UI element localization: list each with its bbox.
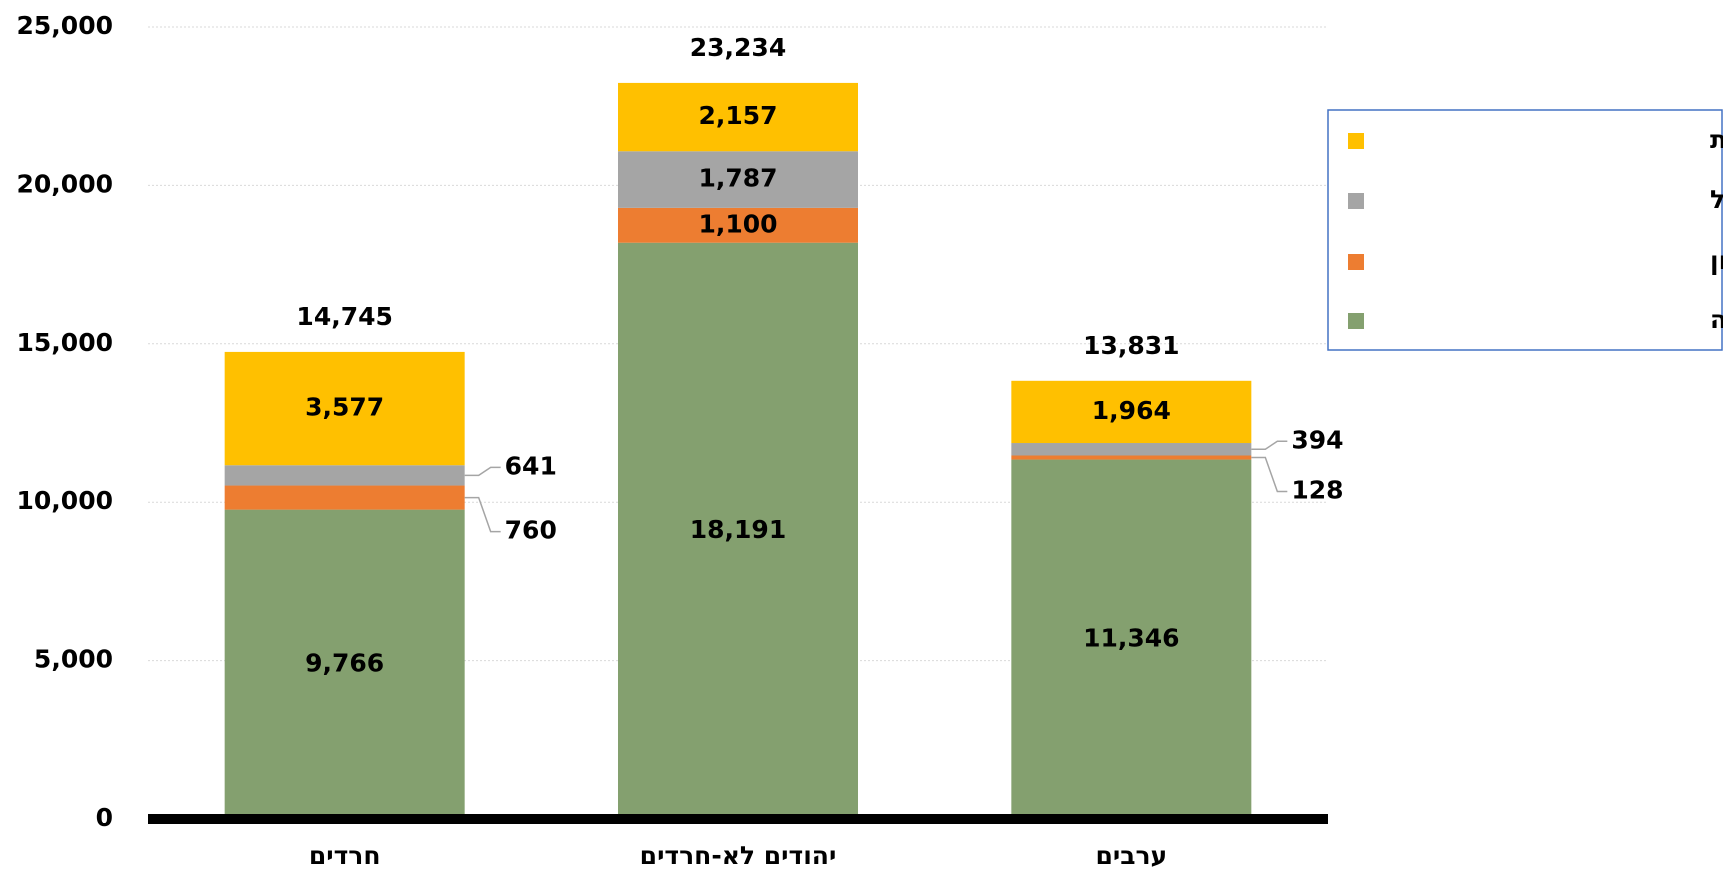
y-tick-label: 25,000: [17, 11, 113, 40]
data-label: 128: [1291, 476, 1343, 505]
leader-line: [464, 496, 501, 533]
bar-segment: [618, 242, 858, 820]
bar-segment: [1011, 459, 1252, 819]
data-label: 641: [505, 451, 557, 480]
total-label: 14,745: [296, 302, 392, 331]
x-tick-label: חרדים: [309, 841, 381, 870]
data-label: 11,346: [1083, 623, 1179, 652]
legend-label: הכנסה מהון: [1710, 246, 1723, 275]
bar-segment: [224, 465, 465, 486]
y-tick-label: 5,000: [34, 645, 113, 674]
leader-line: [464, 466, 501, 477]
y-tick-label: 15,000: [17, 328, 113, 357]
data-label: 1,964: [1092, 396, 1171, 425]
legend-swatch: [1348, 254, 1364, 270]
leader-line: [1251, 440, 1288, 451]
data-label: 3,577: [305, 393, 384, 422]
x-tick-label: ערבים: [1095, 841, 1167, 870]
y-tick-label: 0: [96, 803, 113, 832]
data-label: 760: [505, 516, 557, 545]
bar-segment: [618, 207, 858, 243]
data-label: 394: [1291, 425, 1343, 454]
bar-segment: [618, 151, 858, 208]
legend-label: הכנסה מפנסיות וקופות גמל: [1710, 185, 1723, 214]
legend-label: הכנסה מקיצבאות ותמיכות: [1710, 125, 1723, 154]
y-tick-label: 20,000: [17, 169, 113, 198]
bar-segment: [1011, 380, 1252, 444]
total-label: 13,831: [1083, 331, 1179, 360]
bar-segment: [224, 509, 465, 819]
legend-swatch: [1348, 133, 1364, 149]
bar-segment: [1011, 443, 1252, 456]
data-label: 2,157: [698, 101, 777, 130]
bar-segment: [1011, 455, 1252, 460]
leader-line: [1251, 456, 1288, 493]
bar-segment: [224, 351, 465, 466]
legend-label: הכנסה מעבודה: [1710, 305, 1723, 334]
bar-segment: [224, 485, 465, 510]
data-label: 1,787: [698, 164, 777, 193]
legend-swatch: [1348, 193, 1364, 209]
legend-box: [1327, 109, 1723, 351]
y-tick-label: 10,000: [17, 486, 113, 515]
data-label: 1,100: [698, 209, 777, 238]
total-label: 23,234: [690, 33, 786, 62]
legend-swatch: [1348, 313, 1364, 329]
bar-segment: [618, 82, 858, 152]
data-label: 18,191: [690, 515, 786, 544]
data-label: 9,766: [305, 648, 384, 677]
x-tick-label: יהודים לא-חרדים: [640, 841, 837, 870]
